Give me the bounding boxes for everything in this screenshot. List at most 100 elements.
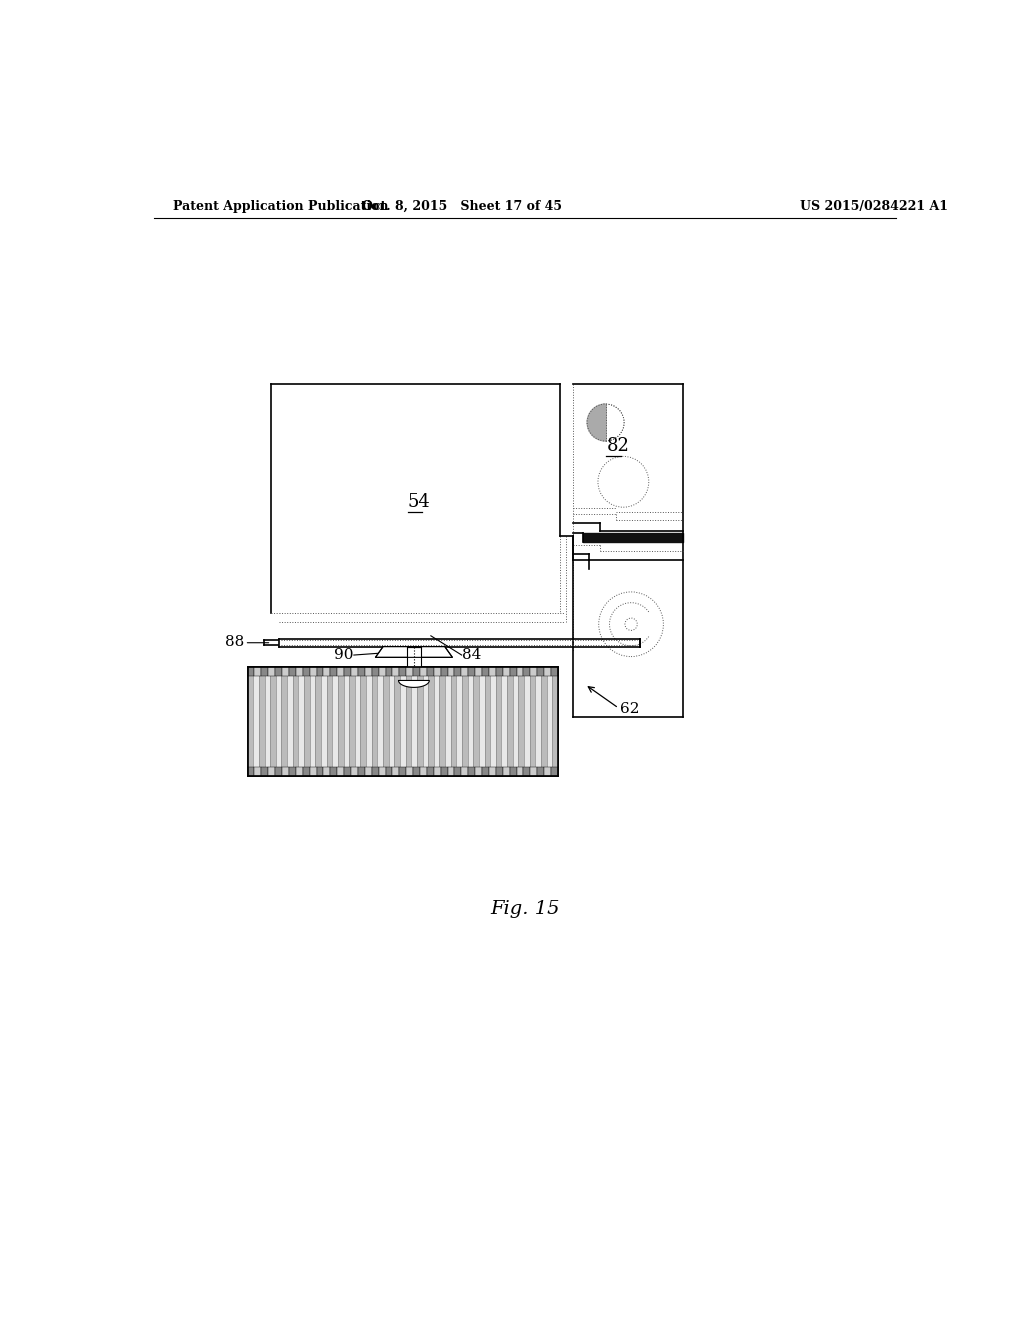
Bar — [385, 767, 392, 776]
Bar — [316, 667, 324, 676]
Bar — [344, 767, 351, 776]
Text: 90: 90 — [335, 648, 354, 663]
Bar — [547, 675, 552, 768]
Text: Oct. 8, 2015   Sheet 17 of 45: Oct. 8, 2015 Sheet 17 of 45 — [361, 199, 561, 213]
Bar — [552, 675, 558, 768]
Bar — [523, 667, 530, 676]
Bar — [309, 767, 316, 776]
Bar — [303, 767, 309, 776]
Bar — [524, 675, 529, 768]
Bar — [538, 767, 544, 776]
Bar — [502, 675, 507, 768]
Bar — [379, 767, 385, 776]
Bar — [255, 667, 261, 676]
Bar — [457, 675, 462, 768]
Bar — [420, 767, 427, 776]
Bar — [462, 675, 468, 768]
Bar — [413, 767, 420, 776]
Bar — [434, 667, 440, 676]
Bar — [367, 675, 372, 768]
Bar — [349, 675, 354, 768]
Polygon shape — [407, 647, 421, 667]
Bar — [315, 675, 321, 768]
Bar — [255, 767, 261, 776]
Bar — [479, 675, 484, 768]
Bar — [536, 675, 541, 768]
Circle shape — [625, 618, 637, 631]
Bar — [332, 675, 338, 768]
Bar — [344, 667, 351, 676]
Bar — [282, 667, 289, 676]
Bar — [407, 667, 413, 676]
Bar — [447, 767, 455, 776]
Bar — [358, 667, 365, 676]
Bar — [331, 767, 337, 776]
Bar — [309, 667, 316, 676]
Text: 82: 82 — [606, 437, 630, 455]
Bar — [378, 675, 383, 768]
Bar — [261, 767, 268, 776]
Bar — [275, 667, 282, 676]
Bar — [248, 675, 253, 768]
Bar — [316, 767, 324, 776]
Bar — [439, 675, 445, 768]
Bar — [296, 767, 303, 776]
Bar — [385, 667, 392, 676]
Polygon shape — [376, 647, 453, 657]
Bar — [248, 667, 558, 776]
Bar — [392, 767, 399, 776]
Bar — [282, 767, 289, 776]
Bar — [407, 767, 413, 776]
Bar — [516, 667, 523, 676]
Bar — [468, 767, 475, 776]
Bar — [413, 667, 420, 676]
Bar — [321, 675, 327, 768]
Bar — [530, 667, 538, 676]
Bar — [513, 675, 518, 768]
Bar — [490, 675, 496, 768]
Bar — [400, 675, 406, 768]
Bar — [462, 767, 468, 776]
Bar — [358, 767, 365, 776]
Bar — [412, 675, 417, 768]
Bar — [324, 667, 331, 676]
Bar — [253, 675, 259, 768]
Bar — [455, 767, 462, 776]
Bar — [351, 767, 358, 776]
Text: US 2015/0284221 A1: US 2015/0284221 A1 — [801, 199, 948, 213]
Bar — [482, 667, 488, 676]
Bar — [296, 667, 303, 676]
Bar — [434, 675, 439, 768]
Bar — [394, 675, 400, 768]
Bar — [551, 667, 558, 676]
Bar — [289, 667, 296, 676]
Bar — [304, 675, 309, 768]
Bar — [427, 667, 434, 676]
Bar — [510, 767, 516, 776]
Bar — [293, 675, 298, 768]
Bar — [354, 675, 360, 768]
Polygon shape — [398, 681, 429, 688]
Bar — [518, 675, 524, 768]
Bar — [503, 767, 510, 776]
Bar — [383, 675, 389, 768]
Bar — [337, 667, 344, 676]
Bar — [399, 767, 407, 776]
Bar — [496, 675, 502, 768]
Bar — [365, 667, 372, 676]
Bar — [303, 667, 309, 676]
Bar — [451, 675, 457, 768]
Bar — [468, 675, 473, 768]
Bar — [538, 667, 544, 676]
Bar — [270, 675, 275, 768]
Bar — [337, 767, 344, 776]
Bar — [389, 675, 394, 768]
Bar — [372, 675, 378, 768]
Bar — [268, 767, 275, 776]
Bar — [338, 675, 343, 768]
Bar — [248, 667, 255, 676]
Bar — [496, 667, 503, 676]
Bar — [406, 675, 412, 768]
Bar — [351, 667, 358, 676]
Text: 88: 88 — [225, 635, 245, 649]
